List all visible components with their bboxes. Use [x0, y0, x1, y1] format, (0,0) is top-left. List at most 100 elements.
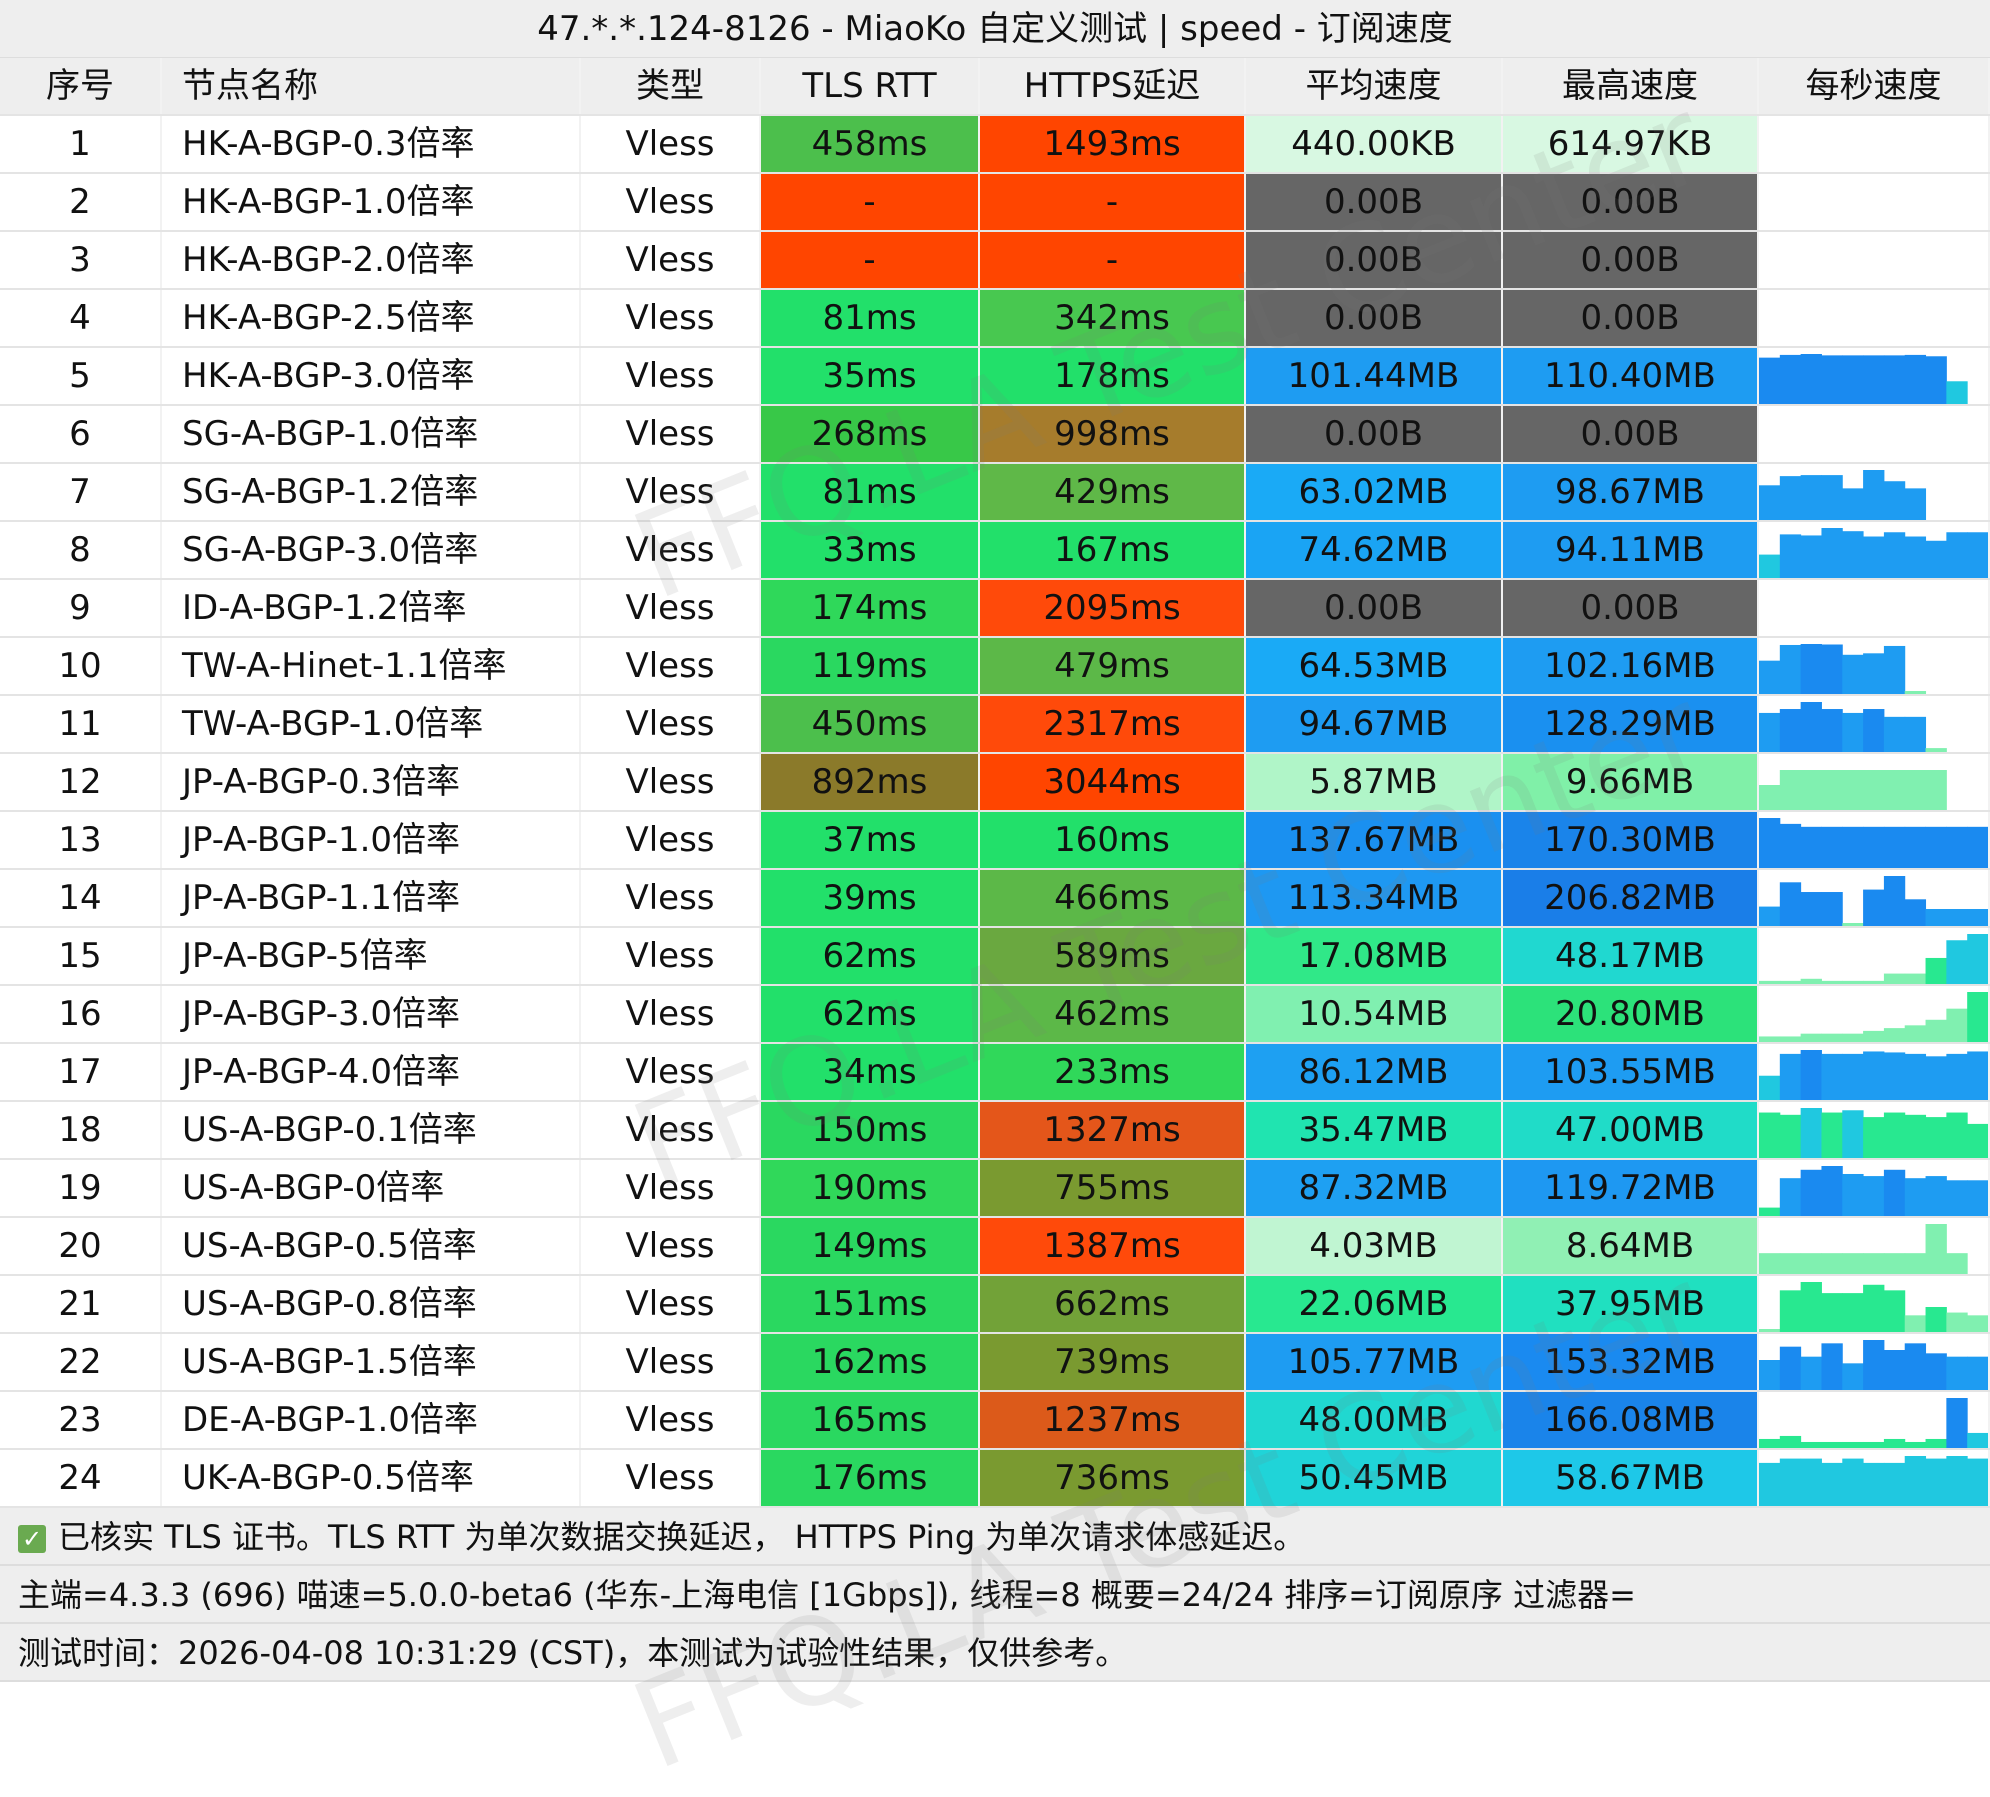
- table-row[interactable]: 9 ID-A-BGP-1.2倍率 Vless 174ms 2095ms 0.00B 0.00…: [0, 580, 1990, 638]
- per-second-speed-sparkline: [1759, 1276, 1990, 1332]
- speed-bar: [1842, 1033, 1864, 1042]
- column-header[interactable]: TLS RTT: [761, 58, 980, 114]
- tls-rtt: 268ms: [761, 406, 980, 462]
- table-row[interactable]: 21 US-A-BGP-0.8倍率 Vless 151ms 662ms 22.06MB 37…: [0, 1276, 1990, 1334]
- node-name: HK-A-BGP-2.5倍率: [162, 290, 581, 346]
- node-type: Vless: [581, 1218, 761, 1274]
- speed-bar: [1967, 532, 1988, 578]
- speed-bar: [1863, 1117, 1885, 1158]
- node-type: Vless: [581, 522, 761, 578]
- avg-speed: 0.00B: [1246, 174, 1503, 230]
- tls-rtt: 149ms: [761, 1218, 980, 1274]
- speed-bar: [1883, 973, 1906, 984]
- table-row[interactable]: 5 HK-A-BGP-3.0倍率 Vless 35ms 178ms 101.44MB 110…: [0, 348, 1990, 406]
- node-type: Vless: [581, 348, 761, 404]
- speed-bar: [1821, 1166, 1843, 1216]
- column-header[interactable]: 节点名称: [162, 58, 581, 114]
- per-second-speed-sparkline: [1759, 1334, 1990, 1390]
- node-name: JP-A-BGP-3.0倍率: [162, 986, 581, 1042]
- tls-rtt: 39ms: [761, 870, 980, 926]
- table-row[interactable]: 20 US-A-BGP-0.5倍率 Vless 149ms 1387ms 4.03MB 8.…: [0, 1218, 1990, 1276]
- avg-speed: 94.67MB: [1246, 696, 1503, 752]
- table-row[interactable]: 10 TW-A-Hinet-1.1倍率 Vless 119ms 479ms 64.53MB…: [0, 638, 1990, 696]
- speed-bar: [1946, 1456, 1968, 1506]
- node-name: HK-A-BGP-0.3倍率: [162, 116, 581, 172]
- speed-bar: [1759, 1075, 1781, 1100]
- table-row[interactable]: 19 US-A-BGP-0倍率 Vless 190ms 755ms 87.32MB 119.…: [0, 1160, 1990, 1218]
- speed-bar: [1967, 934, 1988, 984]
- row-index: 6: [0, 406, 162, 462]
- table-row[interactable]: 8 SG-A-BGP-3.0倍率 Vless 33ms 167ms 74.62MB 94.1…: [0, 522, 1990, 580]
- per-second-speed-sparkline: [1759, 754, 1990, 810]
- speed-bar: [1759, 785, 1781, 810]
- tls-rtt: 162ms: [761, 1334, 980, 1390]
- avg-speed: 74.62MB: [1246, 522, 1503, 578]
- per-second-speed-sparkline: [1759, 696, 1990, 752]
- avg-speed: 105.77MB: [1246, 1334, 1503, 1390]
- table-row[interactable]: 13 JP-A-BGP-1.0倍率 Vless 37ms 160ms 137.67MB 17…: [0, 812, 1990, 870]
- table-row[interactable]: 12 JP-A-BGP-0.3倍率 Vless 892ms 3044ms 5.87MB 9.…: [0, 754, 1990, 812]
- table-row[interactable]: 2 HK-A-BGP-1.0倍率 Vless - -0.00B 0.00B: [0, 174, 1990, 232]
- node-type: Vless: [581, 406, 761, 462]
- table-row[interactable]: 11 TW-A-BGP-1.0倍率 Vless 450ms 2317ms 94.67MB 1…: [0, 696, 1990, 754]
- tls-rtt: 119ms: [761, 638, 980, 694]
- max-speed: 103.55MB: [1503, 1044, 1759, 1100]
- node-type: Vless: [581, 870, 761, 926]
- column-header[interactable]: 每秒速度: [1759, 58, 1990, 114]
- https-delay: 2317ms: [980, 696, 1246, 752]
- node-type: Vless: [581, 232, 761, 288]
- row-index: 5: [0, 348, 162, 404]
- speed-bar: [1925, 356, 1947, 404]
- avg-speed: 48.00MB: [1246, 1392, 1503, 1448]
- speed-bar: [1883, 1350, 1906, 1390]
- speed-bar: [1946, 532, 1968, 578]
- table-row[interactable]: 17 JP-A-BGP-4.0倍率 Vless 34ms 233ms 86.12MB 103…: [0, 1044, 1990, 1102]
- speed-bar: [1800, 1282, 1822, 1332]
- table-row[interactable]: 7 SG-A-BGP-1.2倍率 Vless 81ms 429ms 63.02MB 98.6…: [0, 464, 1990, 522]
- table-row[interactable]: 14 JP-A-BGP-1.1倍率 Vless 39ms 466ms 113.34MB 20…: [0, 870, 1990, 928]
- node-type: Vless: [581, 464, 761, 520]
- per-second-speed-sparkline: [1759, 464, 1990, 520]
- table-row[interactable]: 6 SG-A-BGP-1.0倍率 Vless 268ms 998ms 0.00B 0.00B: [0, 406, 1990, 464]
- table-row[interactable]: 22 US-A-BGP-1.5倍率 Vless 162ms 739ms 105.77MB 1…: [0, 1334, 1990, 1392]
- table-row[interactable]: 16 JP-A-BGP-3.0倍率 Vless 62ms 462ms 10.54MB 20.…: [0, 986, 1990, 1044]
- https-delay: 233ms: [980, 1044, 1246, 1100]
- column-header[interactable]: HTTPS延迟: [980, 58, 1246, 114]
- table-row[interactable]: 23 DE-A-BGP-1.0倍率 Vless 165ms 1237ms 48.00MB 1…: [0, 1392, 1990, 1450]
- row-index: 22: [0, 1334, 162, 1390]
- avg-speed: 10.54MB: [1246, 986, 1503, 1042]
- speed-bar: [1883, 645, 1906, 694]
- speed-bar: [1842, 1173, 1864, 1216]
- speed-bar: [1967, 826, 1988, 868]
- column-header[interactable]: 最高速度: [1503, 58, 1759, 114]
- speed-bar: [1821, 1293, 1843, 1332]
- speed-bar: [1925, 540, 1947, 578]
- table-row[interactable]: 15 JP-A-BGP-5倍率 Vless 62ms 589ms 17.08MB 48.17…: [0, 928, 1990, 986]
- speed-bar: [1863, 653, 1885, 694]
- row-index: 16: [0, 986, 162, 1042]
- table-row[interactable]: 1 HK-A-BGP-0.3倍率 Vless 458ms 1493ms 440.00KB 6…: [0, 116, 1990, 174]
- speed-bar: [1821, 980, 1843, 984]
- avg-speed: 64.53MB: [1246, 638, 1503, 694]
- speed-bar: [1800, 770, 1822, 810]
- node-type: Vless: [581, 1334, 761, 1390]
- column-header[interactable]: 类型: [581, 58, 761, 114]
- max-speed: 37.95MB: [1503, 1276, 1759, 1332]
- table-row[interactable]: 18 US-A-BGP-0.1倍率 Vless 150ms 1327ms 35.47MB 4…: [0, 1102, 1990, 1160]
- speed-bar: [1904, 354, 1927, 404]
- speed-bar: [1904, 536, 1927, 578]
- speed-bar: [1925, 1458, 1947, 1506]
- max-speed: 119.72MB: [1503, 1160, 1759, 1216]
- tls-rtt: 151ms: [761, 1276, 980, 1332]
- table-row[interactable]: 3 HK-A-BGP-2.0倍率 Vless - -0.00B 0.00B: [0, 232, 1990, 290]
- footer-text: 已核实 TLS 证书。TLS RTT 为单次数据交换延迟， HTTPS Ping…: [58, 1518, 1306, 1556]
- speed-bar: [1842, 1363, 1864, 1390]
- speed-bar: [1946, 1008, 1968, 1042]
- column-header[interactable]: 序号: [0, 58, 162, 114]
- node-name: HK-A-BGP-3.0倍率: [162, 348, 581, 404]
- https-delay: 3044ms: [980, 754, 1246, 810]
- table-row[interactable]: 4 HK-A-BGP-2.5倍率 Vless 81ms 342ms 0.00B 0.00B: [0, 290, 1990, 348]
- column-header[interactable]: 平均速度: [1246, 58, 1503, 114]
- row-index: 15: [0, 928, 162, 984]
- table-row[interactable]: 24 UK-A-BGP-0.5倍率 Vless 176ms 736ms 50.45MB 58…: [0, 1450, 1990, 1508]
